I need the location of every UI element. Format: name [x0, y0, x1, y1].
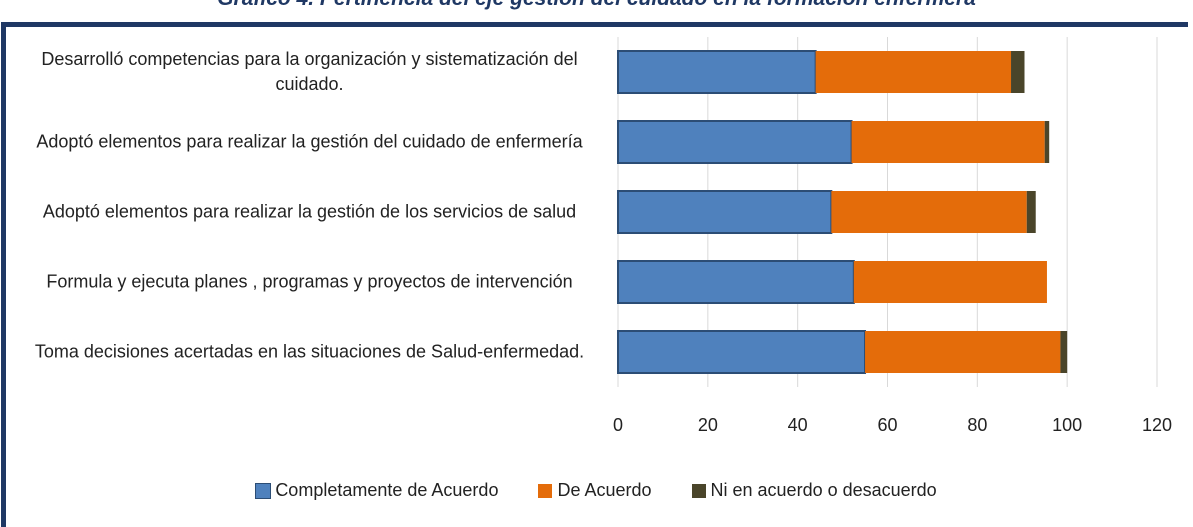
y-tick-label: Toma decisiones acertadas en las situaci… — [34, 341, 585, 362]
y-tick-label: Adoptó elementos para realizar la gestió… — [42, 201, 577, 222]
y-tick-label: Desarrolló competencias para la organiza… — [41, 49, 578, 94]
y-tick-label: Formula y ejecuta planes , programas y p… — [46, 271, 573, 292]
bar-segment — [1011, 51, 1025, 93]
y-tick-label: Adoptó elementos para realizar la gestió… — [36, 131, 583, 152]
bar-segment — [617, 120, 853, 164]
chart-title: Gráfico 4. Pertinencia del eje gestión d… — [0, 0, 1193, 11]
x-tick-label: 40 — [788, 415, 808, 435]
bar-segment — [1026, 191, 1036, 233]
bar-segment — [1060, 331, 1068, 373]
bar-segment — [815, 51, 1012, 93]
legend-swatch — [538, 483, 553, 498]
bar-segment — [853, 261, 1047, 303]
x-tick-label: 80 — [967, 415, 987, 435]
legend-swatch — [691, 483, 706, 498]
x-tick-label: 20 — [698, 415, 718, 435]
legend-label: Ni en acuerdo o desacuerdo — [710, 480, 937, 500]
bar-segment — [851, 121, 1045, 163]
x-tick-label: 120 — [1142, 415, 1172, 435]
frame — [1, 22, 1188, 527]
bar-segment — [617, 50, 817, 94]
legend-item: Ni en acuerdo o desacuerdo — [691, 480, 937, 501]
bar-segment — [831, 191, 1027, 233]
legend-swatch — [255, 482, 272, 499]
bar-segment — [1044, 121, 1050, 163]
legend-label: Completamente de Acuerdo — [275, 480, 499, 500]
x-tick-label: 100 — [1052, 415, 1082, 435]
legend-item: Completamente de Acuerdo — [255, 480, 499, 501]
bar-segment — [865, 331, 1061, 373]
x-tick-label: 0 — [613, 415, 623, 435]
legend: Completamente de Acuerdo De Acuerdo Ni en … — [0, 480, 1193, 501]
bar-segment — [617, 330, 867, 374]
legend-item: De Acuerdo — [538, 480, 652, 501]
x-tick-label: 60 — [877, 415, 897, 435]
legend-label: De Acuerdo — [557, 480, 652, 500]
bar-segment — [617, 190, 833, 234]
bar-segment — [617, 260, 855, 304]
